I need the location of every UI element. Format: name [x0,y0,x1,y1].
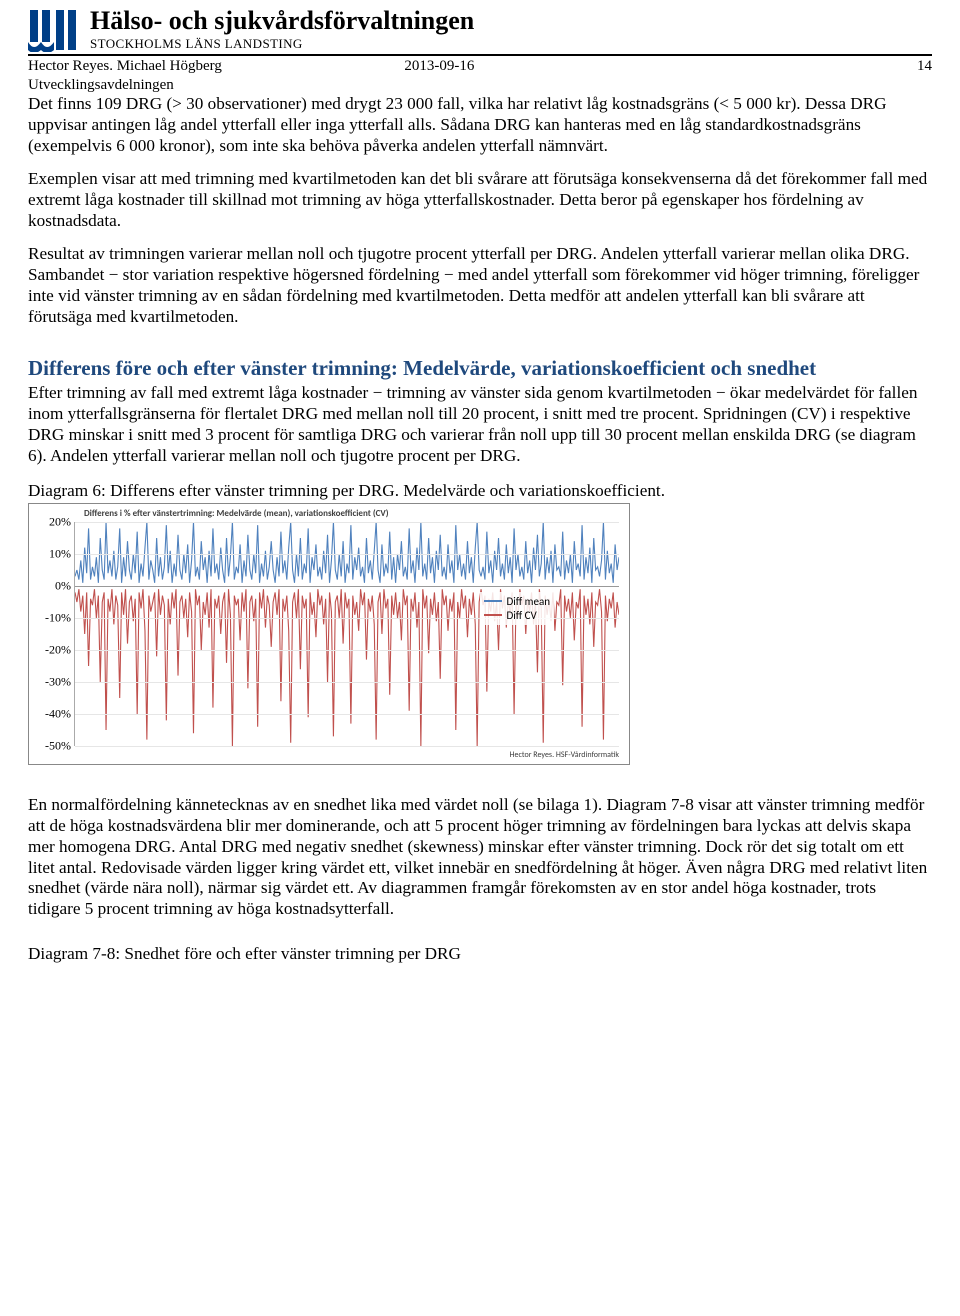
legend-item-mean: Diff mean [484,595,550,608]
page-number: 14 [917,58,932,75]
chart6-container: Differens i % efter vänstertrimning: Med… [28,503,630,765]
paragraph-1: Det finns 109 DRG (> 30 observationer) m… [28,94,932,157]
section-heading: Differens före och efter vänster trimnin… [28,356,932,381]
chart6-plot-area [74,522,619,746]
landsting-logo-icon [28,8,80,52]
date-text: 2013-09-16 [404,58,474,75]
legend-label-mean: Diff mean [506,595,550,608]
org-subtitle: STOCKHOLMS LÄNS LANDSTING [90,36,932,52]
page-header: Hälso- och sjukvårdsförvaltningen STOCKH… [28,8,932,56]
paragraph-4: Efter trimning av fall med extremt låga … [28,383,932,467]
chart6-legend: Diff mean Diff CV [480,592,554,625]
chart78-caption: Diagram 7-8: Snedhet före och efter väns… [28,944,932,964]
chart6-title: Differens i % efter vänstertrimning: Med… [84,508,389,519]
legend-label-cv: Diff CV [506,609,536,622]
chart6-y-axis-labels: 20%10%0%-10%-20%-30%-40%-50% [33,522,71,746]
department-text: Utvecklingsavdelningen [28,77,932,94]
authors-text: Hector Reyes. Michael Högberg [28,58,222,75]
paragraph-2: Exemplen visar att med trimning med kvar… [28,169,932,232]
paragraph-5: En normalfördelning kännetecknas av en s… [28,795,932,921]
legend-swatch-mean [484,600,502,602]
legend-swatch-cv [484,614,502,616]
chart6-caption: Diagram 6: Differens efter vänster trimn… [28,481,932,501]
chart6-credit: Hector Reyes. HSF-Vårdinformatik [510,750,619,760]
org-title: Hälso- och sjukvårdsförvaltningen [90,8,932,34]
legend-item-cv: Diff CV [484,609,550,622]
paragraph-3: Resultat av trimningen varierar mellan n… [28,244,932,328]
